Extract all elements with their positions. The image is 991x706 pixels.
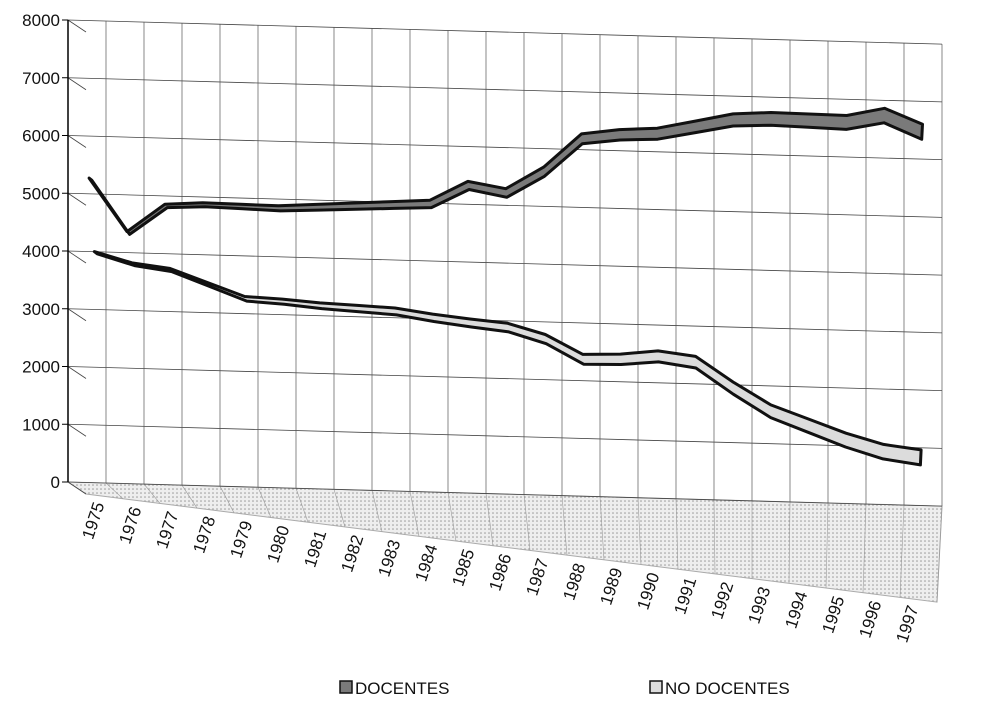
legend-label: NO DOCENTES — [665, 679, 790, 698]
floor-line — [862, 504, 867, 593]
x-tick-label: 1978 — [190, 514, 220, 556]
x-tick-label: 1986 — [486, 551, 516, 593]
side-grid-line — [67, 423, 87, 437]
series-edge — [96, 252, 921, 466]
x-tick-label: 1993 — [745, 584, 775, 626]
floor-line — [899, 505, 905, 598]
series-ribbon — [92, 250, 923, 467]
floor-line — [257, 487, 272, 518]
x-tick-label: 1996 — [856, 598, 886, 640]
x-tick-label: 1983 — [375, 537, 405, 579]
side-grid-line — [67, 192, 87, 206]
x-tick-label: 1975 — [79, 500, 109, 542]
floor-line — [599, 496, 605, 560]
floor-line — [333, 489, 346, 527]
y-tick-label: 3000 — [22, 300, 60, 319]
x-tick-label: 1984 — [412, 542, 442, 584]
y-tick-label: 7000 — [22, 69, 60, 88]
y-tick-label: 1000 — [22, 415, 60, 434]
grid-line — [67, 423, 943, 449]
floor-line — [713, 499, 716, 574]
x-tick-label: 1985 — [449, 547, 479, 589]
x-tick-label: 1976 — [116, 504, 146, 546]
x-tick-label: 1980 — [264, 523, 294, 565]
x-tick-label: 1981 — [301, 528, 331, 570]
floor-line — [409, 491, 420, 537]
x-tick-label: 1977 — [153, 509, 183, 551]
y-tick-label: 8000 — [22, 11, 60, 30]
x-tick-label: 1989 — [597, 566, 627, 608]
grid-line — [67, 77, 943, 103]
grid-line — [67, 366, 943, 392]
side-grid-line — [67, 366, 87, 379]
grid-line — [67, 19, 943, 45]
floor-line — [485, 493, 494, 546]
floor-line — [105, 482, 124, 499]
side-grid-line — [67, 19, 87, 33]
floor-line — [143, 483, 161, 504]
x-tick-label: 1994 — [782, 589, 812, 631]
grid-line — [67, 481, 943, 507]
grid-line — [67, 308, 943, 334]
floor-line — [788, 501, 791, 584]
floor-line — [447, 492, 457, 542]
legend-swatch — [649, 680, 663, 694]
grid-line — [67, 192, 943, 218]
floor-line — [181, 484, 198, 509]
x-tick-label: 1988 — [560, 561, 590, 603]
side-grid-line — [67, 481, 87, 495]
floor-line — [219, 486, 235, 513]
legend-label: DOCENTES — [355, 679, 449, 698]
floor-line — [561, 495, 568, 556]
x-tick-label: 1995 — [819, 594, 849, 636]
y-tick-label: 0 — [51, 473, 60, 492]
x-tick-label: 1982 — [338, 533, 368, 575]
x-tick-label: 1991 — [671, 575, 701, 617]
floor-line — [637, 497, 642, 565]
grid-line — [67, 250, 943, 276]
floor-line — [936, 506, 943, 603]
y-tick-label: 6000 — [22, 127, 60, 146]
side-grid-line — [67, 308, 87, 322]
x-tick-label: 1997 — [893, 603, 923, 645]
y-tick-label: 2000 — [22, 358, 60, 377]
x-tick-label: 1992 — [708, 580, 738, 622]
floor-line — [523, 494, 531, 551]
side-grid-line — [67, 77, 87, 91]
grid-line — [67, 135, 943, 161]
series-edge — [91, 121, 923, 236]
floor-line — [295, 488, 309, 523]
side-grid-line — [67, 250, 87, 264]
y-tick-label: 5000 — [22, 184, 60, 203]
floor-line — [825, 502, 829, 589]
legend-swatch — [339, 680, 353, 694]
floor-line — [371, 490, 383, 532]
side-grid-line — [67, 135, 87, 148]
x-tick-label: 1979 — [227, 519, 257, 561]
floor-line — [675, 498, 679, 570]
y-tick-label: 4000 — [22, 242, 60, 261]
x-tick-label: 1987 — [523, 556, 553, 598]
x-tick-label: 1990 — [634, 570, 664, 612]
